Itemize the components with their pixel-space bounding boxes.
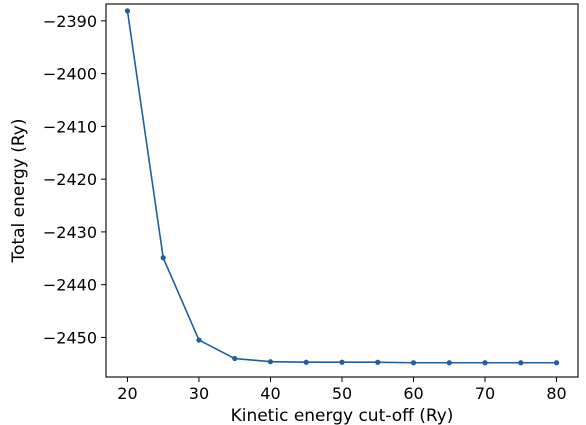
x-tick-label: 60 (403, 384, 423, 403)
data-point (553, 360, 560, 366)
y-tick-label: −2420 (43, 170, 97, 189)
x-axis-label: Kinetic energy cut-off (Ry) (231, 406, 454, 425)
data-point (410, 360, 417, 366)
x-tick-label: 40 (260, 384, 280, 403)
series-line (126, 10, 557, 364)
y-tick-label: −2440 (43, 276, 97, 295)
y-tick-label: −2450 (43, 328, 97, 347)
data-point (124, 8, 131, 14)
data-point (232, 355, 238, 362)
y-tick-label: −2430 (43, 223, 97, 242)
x-tick-label: 80 (546, 384, 566, 403)
y-tick-label: −2410 (43, 117, 97, 136)
plot-area: 20 30 40 50 60 70 80 −2390 −2400 −2410 −2420 −2430 −… (43, 3, 579, 403)
data-point (339, 359, 345, 365)
data-point (196, 337, 202, 343)
data-point (160, 255, 166, 261)
x-tick-label: 50 (332, 384, 352, 403)
x-tick-label: 70 (475, 384, 495, 403)
y-tick-label: −2400 (43, 65, 97, 84)
data-point (375, 359, 381, 365)
data-point (482, 360, 488, 366)
axes-frame (105, 3, 579, 378)
y-tick-label: −2390 (43, 12, 97, 31)
y-axis-label: Total energy (Ry) (9, 119, 29, 264)
data-point (267, 359, 274, 365)
data-point (303, 359, 309, 365)
data-point (518, 360, 524, 366)
x-tick-label: 20 (117, 384, 137, 403)
x-tick-label: 30 (189, 384, 209, 403)
data-point (446, 360, 452, 366)
